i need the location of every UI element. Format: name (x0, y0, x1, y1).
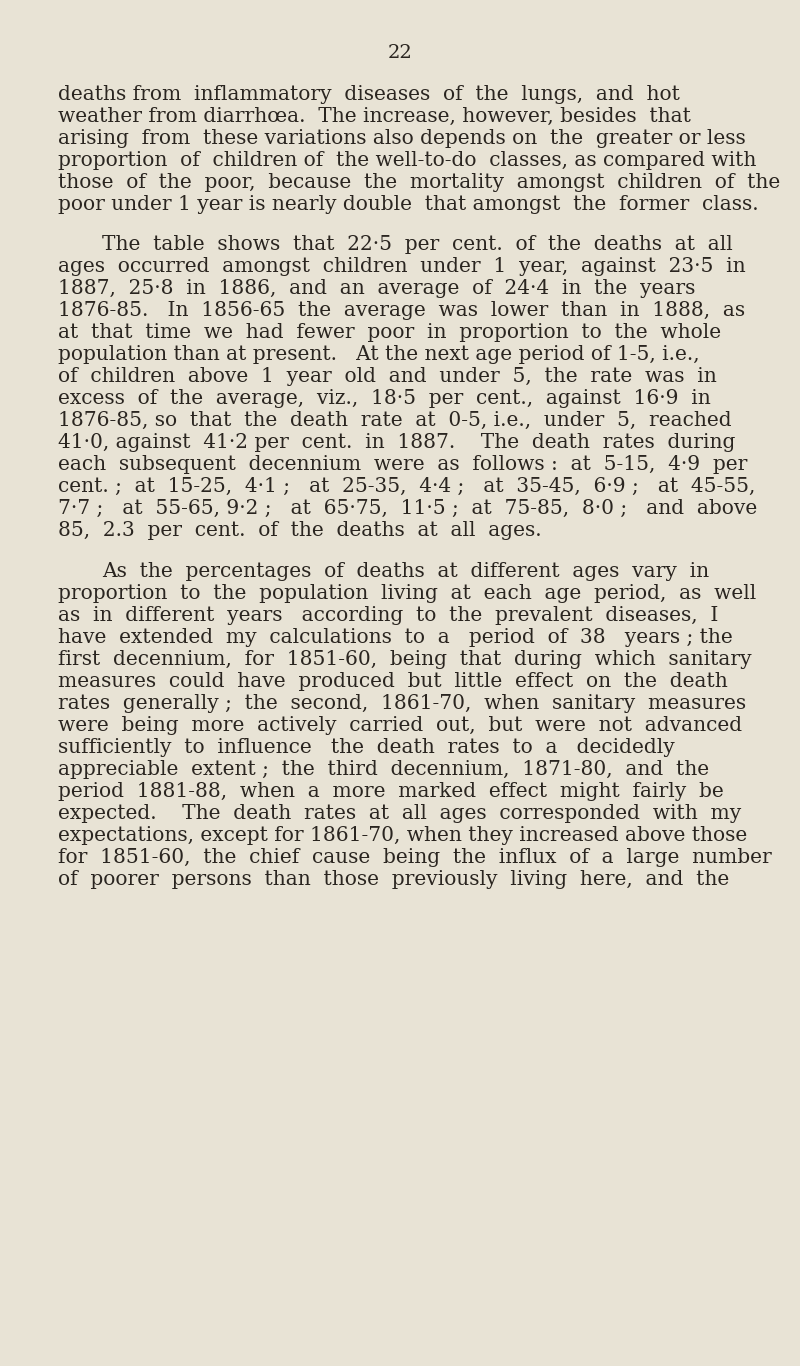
Text: population than at present.   At the next age period of 1-5, i.e.,: population than at present. At the next … (58, 346, 700, 365)
Text: period  1881-88,  when  a  more  marked  effect  might  fairly  be: period 1881-88, when a more marked effec… (58, 783, 724, 800)
Text: proportion  to  the  population  living  at  each  age  period,  as  well: proportion to the population living at e… (58, 585, 757, 604)
Text: 1876-85, so  that  the  death  rate  at  0-5, i.e.,  under  5,  reached: 1876-85, so that the death rate at 0-5, … (58, 411, 732, 430)
Text: each  subsequent  decennium  were  as  follows :  at  5-15,  4·9  per: each subsequent decennium were as follow… (58, 455, 748, 474)
Text: have  extended  my  calculations  to  a   period  of  38   years ; the: have extended my calculations to a perio… (58, 628, 733, 647)
Text: rates  generally ;  the  second,  1861-70,  when  sanitary  measures: rates generally ; the second, 1861-70, w… (58, 694, 746, 713)
Text: 1876-85.   In  1856-65  the  average  was  lower  than  in  1888,  as: 1876-85. In 1856-65 the average was lowe… (58, 302, 746, 321)
Text: those  of  the  poor,  because  the  mortality  amongst  children  of  the: those of the poor, because the mortality… (58, 172, 781, 191)
Text: 85,  2.3  per  cent.  of  the  deaths  at  all  ages.: 85, 2.3 per cent. of the deaths at all a… (58, 522, 542, 541)
Text: As  the  percentages  of  deaths  at  different  ages  vary  in: As the percentages of deaths at differen… (102, 561, 710, 581)
Text: expected.    The  death  rates  at  all  ages  corresponded  with  my: expected. The death rates at all ages co… (58, 805, 742, 824)
Text: of  children  above  1  year  old  and  under  5,  the  rate  was  in: of children above 1 year old and under 5… (58, 367, 717, 387)
Text: 22: 22 (388, 44, 412, 61)
Text: deaths from  inflammatory  diseases  of  the  lungs,  and  hot: deaths from inflammatory diseases of the… (58, 85, 680, 104)
Text: weather from diarrhœa.  The increase, however, besides  that: weather from diarrhœa. The increase, how… (58, 107, 691, 126)
Text: excess  of  the  average,  viz.,  18·5  per  cent.,  against  16·9  in: excess of the average, viz., 18·5 per ce… (58, 389, 711, 408)
Text: expectations, except for 1861-70, when they increased above those: expectations, except for 1861-70, when t… (58, 826, 748, 846)
Text: arising  from  these variations also depends on  the  greater or less: arising from these variations also depen… (58, 128, 746, 148)
Text: 41·0, against  41·2 per  cent.  in  1887.    The  death  rates  during: 41·0, against 41·2 per cent. in 1887. Th… (58, 433, 736, 452)
Text: cent. ;  at  15-25,  4·1 ;   at  25-35,  4·4 ;   at  35-45,  6·9 ;   at  45-55,: cent. ; at 15-25, 4·1 ; at 25-35, 4·4 ; … (58, 477, 756, 496)
Text: poor under 1 year is nearly double  that amongst  the  former  class.: poor under 1 year is nearly double that … (58, 195, 759, 213)
Text: measures  could  have  produced  but  little  effect  on  the  death: measures could have produced but little … (58, 672, 728, 691)
Text: sufficiently  to  influence   the  death  rates  to  a   decidedly: sufficiently to influence the death rate… (58, 738, 675, 757)
Text: as  in  different  years   according  to  the  prevalent  diseases,  I: as in different years according to the p… (58, 607, 718, 626)
Text: proportion  of  children of  the well-to-do  classes, as compared with: proportion of children of the well-to-do… (58, 150, 757, 169)
Text: ages  occurred  amongst  children  under  1  year,  against  23·5  in: ages occurred amongst children under 1 y… (58, 257, 746, 276)
Text: The  table  shows  that  22·5  per  cent.  of  the  deaths  at  all: The table shows that 22·5 per cent. of t… (102, 235, 733, 254)
Text: at  that  time  we  had  fewer  poor  in  proportion  to  the  whole: at that time we had fewer poor in propor… (58, 324, 722, 343)
Text: 7·7 ;   at  55-65, 9·2 ;   at  65·75,  11·5 ;  at  75-85,  8·0 ;   and  above: 7·7 ; at 55-65, 9·2 ; at 65·75, 11·5 ; a… (58, 500, 758, 518)
Text: appreciable  extent ;  the  third  decennium,  1871-80,  and  the: appreciable extent ; the third decennium… (58, 759, 710, 779)
Text: first  decennium,  for  1851-60,  being  that  during  which  sanitary: first decennium, for 1851-60, being that… (58, 650, 752, 669)
Text: for  1851-60,  the  chief  cause  being  the  influx  of  a  large  number: for 1851-60, the chief cause being the i… (58, 848, 772, 867)
Text: 1887,  25·8  in  1886,  and  an  average  of  24·4  in  the  years: 1887, 25·8 in 1886, and an average of 24… (58, 280, 696, 298)
Text: were  being  more  actively  carried  out,  but  were  not  advanced: were being more actively carried out, bu… (58, 716, 742, 735)
Text: of  poorer  persons  than  those  previously  living  here,  and  the: of poorer persons than those previously … (58, 870, 730, 889)
